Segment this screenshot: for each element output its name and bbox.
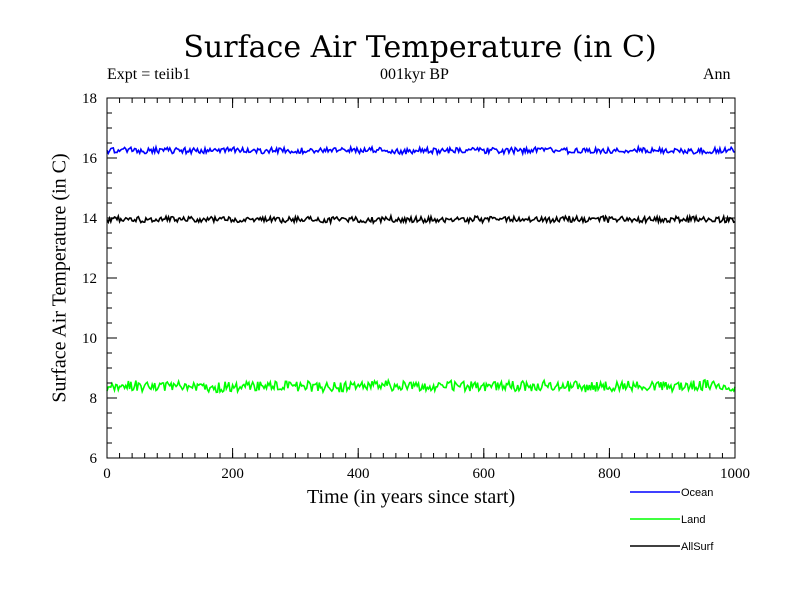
y-tick-label: 16 xyxy=(82,151,98,167)
legend-label-allsurf: AllSurf xyxy=(681,541,714,553)
x-tick-label: 800 xyxy=(598,466,621,482)
x-axis-label: Time (in years since start) xyxy=(307,486,516,508)
y-tick-label: 18 xyxy=(82,91,97,107)
y-tick-label: 14 xyxy=(82,211,98,227)
series-line-allsurf xyxy=(106,213,736,226)
x-tick-label: 1000 xyxy=(720,466,750,482)
period-label: 001kyr BP xyxy=(380,66,449,83)
x-tick-label: 600 xyxy=(473,466,496,482)
chart-title: Surface Air Temperature (in C) xyxy=(183,30,657,65)
y-tick-label: 6 xyxy=(90,451,98,467)
y-tick-label: 8 xyxy=(90,391,98,407)
legend-label-ocean: Ocean xyxy=(681,487,713,499)
y-tick-label: 10 xyxy=(82,331,97,347)
series-line-ocean xyxy=(106,144,736,157)
season-label: Ann xyxy=(703,66,731,83)
legend-label-land: Land xyxy=(681,514,705,526)
x-tick-label: 400 xyxy=(347,466,370,482)
experiment-label: Expt = teiib1 xyxy=(107,66,191,83)
x-tick-label: 200 xyxy=(221,466,244,482)
series-line-land xyxy=(106,377,736,395)
x-tick-label: 0 xyxy=(103,466,111,482)
y-tick-label: 12 xyxy=(82,271,97,287)
